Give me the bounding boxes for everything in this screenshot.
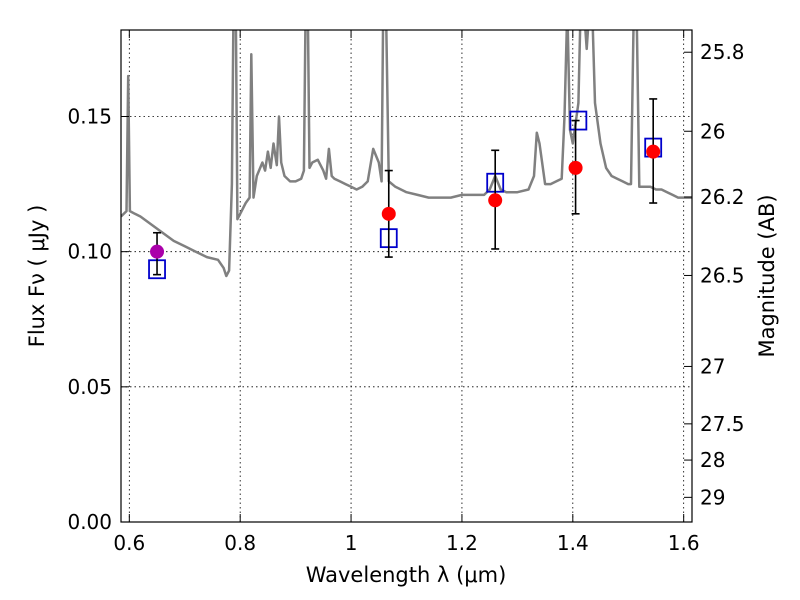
x-axis-label: Wavelength λ (μm) xyxy=(306,563,507,587)
observed-photometry-point xyxy=(150,244,165,259)
x-tick-label: 1.2 xyxy=(446,531,478,555)
right-tick-label: 27 xyxy=(700,354,725,378)
model-photometry-marker xyxy=(569,110,588,131)
x-tick-label: 0.8 xyxy=(224,531,256,555)
plot-frame xyxy=(120,29,693,523)
right-tick-label: 26 xyxy=(700,119,725,143)
observed-photometry-point xyxy=(488,193,503,208)
right-tick-label: 28 xyxy=(700,448,725,472)
observed-photometry-point xyxy=(381,206,396,221)
y-axis-label: Flux Fν ( μJy ) xyxy=(25,205,49,348)
x-tick-label: 0.6 xyxy=(113,531,145,555)
x-tick-label: 1.6 xyxy=(668,531,700,555)
right-tick-label: 26.5 xyxy=(700,263,745,287)
y-tick-label: 0.05 xyxy=(67,375,112,399)
x-tick-label: 1 xyxy=(345,531,358,555)
observed-photometry-point xyxy=(568,160,583,175)
tick-labels: 0.6 0.8 1 1.2 1.4 1.6 0.00 0.05 0.10 0.15 25.8 26 26… xyxy=(67,40,744,555)
right-axis-label: Magnitude (AB) xyxy=(755,194,779,357)
right-tick-label: 29 xyxy=(700,485,725,509)
right-tick-label: 25.8 xyxy=(700,40,745,64)
y-tick-label: 0.00 xyxy=(67,510,112,534)
ticks xyxy=(121,30,692,523)
right-tick-label: 26.2 xyxy=(700,185,745,209)
right-tick-label: 27.5 xyxy=(700,412,745,436)
spectrum-line xyxy=(121,30,692,278)
y-tick-label: 0.15 xyxy=(67,105,112,129)
x-tick-label: 1.4 xyxy=(557,531,589,555)
observed-photometry-point xyxy=(646,144,661,159)
plot-area xyxy=(121,30,692,280)
y-tick-label: 0.10 xyxy=(67,240,112,264)
